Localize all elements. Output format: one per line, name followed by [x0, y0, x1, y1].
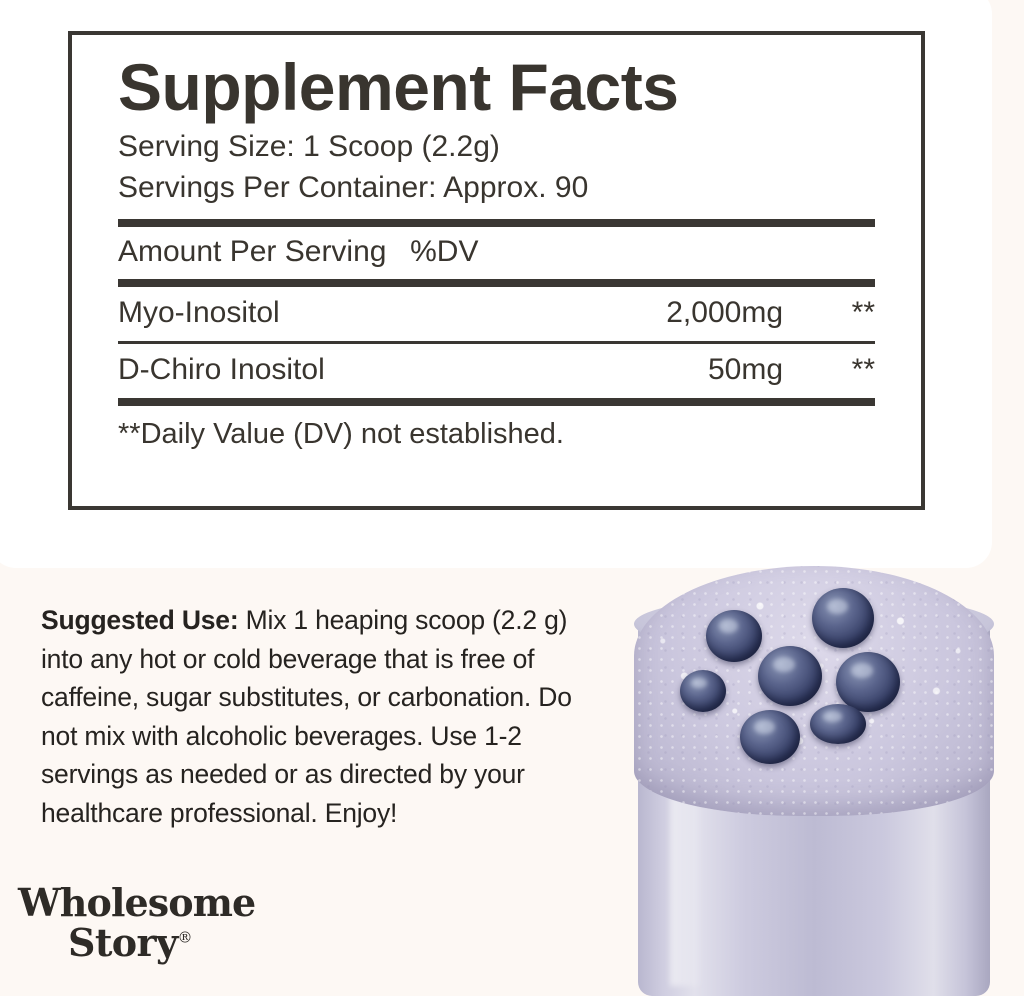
ingredient-name: D-Chiro Inositol [118, 353, 325, 387]
amount-per-serving-label: Amount Per Serving [118, 235, 387, 269]
registered-trademark-icon: ® [177, 928, 192, 947]
blueberry-icon [740, 710, 800, 764]
rule-below-ingredients [118, 398, 875, 407]
rule-below-header [118, 279, 875, 288]
rule-above-header [118, 219, 875, 228]
ingredient-dv: ** [851, 296, 875, 330]
table-row: D-Chiro Inositol 50mg ** [118, 344, 875, 398]
serving-size-text: Serving Size: 1 Scoop (2.2g) [118, 129, 500, 163]
servings-per-container-text: Servings Per Container: Approx. 90 [118, 171, 589, 205]
daily-value-footnote: **Daily Value (DV) not established. [118, 418, 564, 451]
ingredient-amount: 2,000mg [666, 296, 783, 330]
brand-logo-story-text: Story [68, 920, 178, 965]
suggested-use-paragraph: Suggested Use: Mix 1 heaping scoop (2.2 … [41, 601, 576, 832]
blueberry-icon [680, 670, 726, 712]
rule-between-ingredients [118, 341, 875, 345]
brand-logo-line1: Wholesome [18, 880, 256, 925]
supplement-facts-box: Supplement Facts Serving Size: 1 Scoop (… [68, 31, 925, 510]
brand-logo-line2: Story® [68, 922, 255, 963]
ingredient-amount: 50mg [707, 353, 783, 387]
blueberry-icon [758, 646, 822, 706]
blueberry-icon [836, 652, 900, 712]
blueberry-icon [810, 704, 866, 744]
blueberry-icon [706, 610, 762, 662]
amount-per-serving-header-row: Amount Per Serving %DV [118, 227, 875, 279]
table-row: Myo-Inositol 2,000mg ** [118, 287, 875, 341]
blueberry-icon [812, 588, 874, 648]
smoothie-photo [598, 530, 1024, 996]
brand-logo: Wholesome Story® [18, 880, 256, 964]
percent-dv-label: %DV [410, 235, 479, 269]
suggested-use-body: Mix 1 heaping scoop (2.2 g) into any hot… [41, 605, 572, 828]
ingredient-dv: ** [851, 353, 875, 387]
suggested-use-heading: Suggested Use: [41, 605, 239, 635]
ingredient-name: Myo-Inositol [118, 296, 280, 330]
supplement-facts-title: Supplement Facts [118, 50, 679, 124]
